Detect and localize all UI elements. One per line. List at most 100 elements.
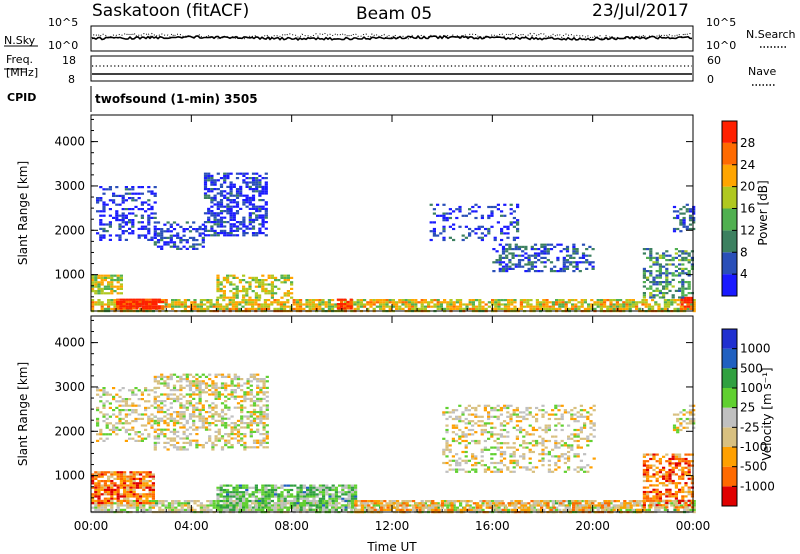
heatmap-cell [299,491,303,494]
heatmap-cell [107,292,111,295]
heatmap-cell [102,413,106,416]
heatmap-cell [236,402,241,405]
heatmap-cell [259,411,263,414]
heatmap-cell [123,504,127,507]
heatmap-cell [562,261,566,264]
heatmap-cell [678,272,682,275]
heatmap-cell [116,484,120,487]
heatmap-cell [209,299,213,302]
heatmap-cell [537,254,541,257]
heatmap-cell [248,283,252,286]
heatmap-cell [578,261,582,264]
heatmap-cell [204,417,209,420]
heatmap-cell [508,252,512,255]
heatmap-cell [163,230,167,233]
heatmap-cell [240,437,244,440]
heatmap-cell [336,305,340,308]
heatmap-cell [564,301,568,304]
heatmap-cell [395,305,399,308]
heatmap-cell [259,422,263,425]
heatmap-cell [235,484,239,487]
heatmap-cell [639,508,643,511]
heatmap-cell [327,305,331,308]
heatmap-cell [219,290,223,293]
heatmap-cell [243,406,247,409]
heatmap-cell [261,508,265,511]
heatmap-cell [119,298,123,301]
heatmap-cell [364,504,368,507]
heatmap-cell [249,393,253,396]
heatmap-cell [603,299,607,302]
heatmap-cell [341,486,345,489]
heatmap-cell [217,413,221,416]
heatmap-cell [334,497,338,500]
heatmap-cell [492,261,496,264]
heatmap-cell [448,225,452,228]
heatmap-cell [487,227,491,231]
heatmap-cell [124,428,128,431]
heatmap-cell [141,305,145,308]
heatmap-cell [687,270,691,273]
heatmap-cell [484,303,488,306]
heatmap-cell [290,276,294,279]
heatmap-cell [245,484,249,487]
heatmap-cell [176,395,180,398]
heatmap-cell [220,375,225,378]
heatmap-cell [169,397,173,400]
heatmap-cell [217,433,221,436]
heatmap-cell [97,495,101,498]
heatmap-cell [673,301,677,304]
heatmap-cell [166,241,170,244]
heatmap-cell [208,428,212,431]
heatmap-cell [235,502,239,505]
heatmap-cell [219,495,223,498]
heatmap-cell [108,393,112,396]
heatmap-cell [657,502,661,505]
heatmap-cell [290,281,294,284]
heatmap-cell [139,307,143,310]
heatmap-cell [431,500,435,503]
heatmap-cell [139,482,143,485]
heatmap-cell [423,504,427,507]
heatmap-cell [270,290,274,293]
heatmap-cell [240,426,244,429]
heatmap-cell [356,307,360,310]
heatmap-cell [289,307,293,310]
heatmap-cell [198,243,202,246]
heatmap-cell [188,444,193,447]
heatmap-cell [222,504,226,507]
heatmap-cell [116,475,120,478]
heatmap-cell [222,296,226,299]
heatmap-cell [99,199,103,202]
heatmap-cell [280,296,284,299]
heatmap-cell [254,504,258,507]
heatmap-cell [249,375,253,378]
heatmap-cell [240,444,244,447]
heatmap-cell [548,305,552,308]
heatmap-cell [118,395,122,398]
heatmap-cell [459,502,463,505]
heatmap-cell [164,301,168,304]
heatmap-cell [526,301,530,304]
heatmap-cell [187,500,191,503]
heatmap-cell [160,239,164,242]
heatmap-cell [238,484,242,487]
heatmap-cell [151,497,155,500]
heatmap-cell [219,177,224,180]
heatmap-cell [118,409,122,412]
heatmap-cell [251,183,256,186]
heatmap-cell [188,439,193,442]
heatmap-cell [667,502,671,505]
heatmap-cell [507,508,511,511]
heatmap-cell [235,221,240,224]
heatmap-cell [375,305,379,308]
heatmap-cell [480,232,484,235]
heatmap-cell [226,232,230,235]
heatmap-cell [539,307,543,310]
heatmap-cell [160,417,164,420]
heatmap-cell [562,256,566,259]
heatmap-cell [466,508,470,511]
heatmap-cell [245,201,249,204]
heatmap-cell [239,221,243,224]
